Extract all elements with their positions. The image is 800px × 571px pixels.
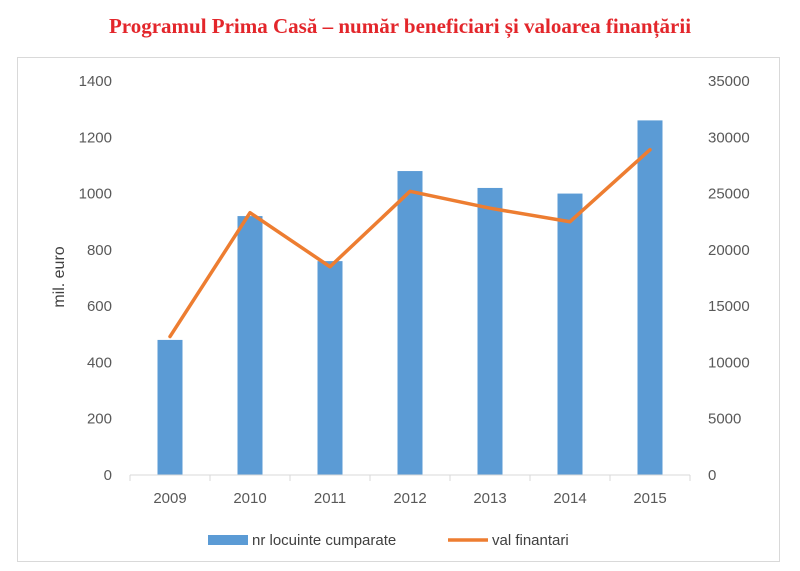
x-axis-tick-label: 2014 — [553, 490, 586, 507]
chart-title: Programul Prima Casă – număr beneficiari… — [108, 14, 692, 38]
legend: nr locuinte cumparate val finantari — [208, 532, 569, 549]
line-series-val-finantari — [168, 147, 652, 339]
legend-bar-label: nr locuinte cumparate — [252, 532, 396, 549]
right-axis-tick-label: 15000 — [708, 298, 750, 315]
legend-line-label: val finantari — [492, 532, 569, 549]
x-axis-tick-label: 2010 — [233, 490, 266, 507]
left-axis-tick-label: 600 — [87, 298, 112, 315]
bar-2010 — [237, 216, 263, 476]
x-axis-tick-label: 2015 — [633, 490, 666, 507]
x-axis-tick-label: 2012 — [393, 490, 426, 507]
right-axis-tick-label: 20000 — [708, 242, 750, 259]
y-axis-label: mil. euro — [51, 246, 68, 307]
left-axis-tick-label: 800 — [87, 242, 112, 259]
left-axis-tick-label: 1200 — [79, 129, 112, 146]
legend-bar-swatch — [208, 535, 248, 545]
bar-2015 — [637, 120, 663, 476]
x-axis-tick-label: 2013 — [473, 490, 506, 507]
right-axis-tick-label: 5000 — [708, 411, 741, 428]
bar-2009 — [157, 339, 183, 475]
bar-2011 — [317, 261, 343, 475]
left-axis-tick-label: 1400 — [79, 73, 112, 90]
chart-frame — [17, 57, 780, 562]
left-axis-tick-label: 0 — [104, 467, 112, 484]
left-axis-tick-label: 1000 — [79, 186, 112, 203]
bar-series — [157, 120, 663, 476]
x-axis-ticks: 2009 2010 2011 2012 2013 2014 2015 — [129, 475, 691, 507]
left-axis-tick-label: 200 — [87, 411, 112, 428]
right-axis-tick-label: 30000 — [708, 129, 750, 146]
right-axis-tick-label: 25000 — [708, 186, 750, 203]
left-axis-ticks: 0 200 400 600 800 1000 1200 1400 — [79, 73, 112, 484]
left-axis-tick-label: 400 — [87, 354, 112, 371]
right-axis-tick-label: 0 — [708, 467, 716, 484]
x-axis-tick-label: 2011 — [314, 490, 346, 507]
right-axis-tick-label: 35000 — [708, 73, 750, 90]
right-axis-ticks: 0 5000 10000 15000 20000 25000 30000 35000 — [708, 73, 750, 484]
bar-2013 — [477, 187, 503, 475]
right-axis-tick-label: 10000 — [708, 354, 750, 371]
bar-2014 — [557, 193, 583, 476]
bar-2012 — [397, 171, 423, 476]
x-axis-tick-label: 2009 — [153, 490, 186, 507]
